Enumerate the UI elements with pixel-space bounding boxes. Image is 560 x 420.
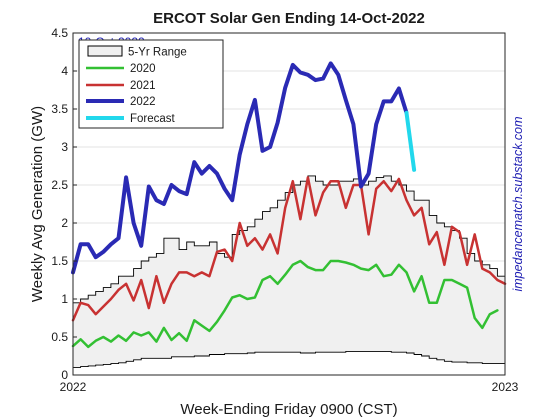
series-lines <box>71 61 507 349</box>
y-tick-label: 4.5 <box>51 26 68 40</box>
legend-label-range: 5-Yr Range <box>128 47 187 59</box>
range-upper-edge <box>73 175 506 304</box>
y-tick-label: 3 <box>61 140 68 154</box>
legend-label-2022: 2022 <box>130 96 156 108</box>
legend-swatch-range <box>87 45 123 57</box>
side-credit-label: impedancematch.substack.com <box>511 116 525 291</box>
legend: 5-Yr Range 2020 2021 2022 Forecast <box>78 39 224 129</box>
legend-label-2020: 2020 <box>130 63 156 75</box>
x-axis-ticks: 2022 2023 <box>60 371 519 394</box>
y-tick-label: 4 <box>61 64 68 78</box>
plot-frame <box>72 32 506 376</box>
series-line-2020 <box>71 259 499 349</box>
legend-label-forecast: Forecast <box>130 113 176 125</box>
y-tick-label: 3.5 <box>51 102 68 116</box>
y-tick-label: 1.5 <box>51 254 68 268</box>
y-tick-label: 0 <box>61 368 68 382</box>
series-line-2022 <box>71 61 409 275</box>
series-line-forecast <box>404 110 417 172</box>
range-lower-edge <box>73 350 505 368</box>
y-tick-label: 0.5 <box>51 330 68 344</box>
x-tick-label: 2022 <box>60 380 87 394</box>
series-line-2021 <box>71 176 507 322</box>
chart-title: ERCOT Solar Gen Ending 14-Oct-2022 <box>153 10 425 27</box>
y-axis-label: Weekly Avg Generation (GW) <box>29 106 46 302</box>
legend-label-2021: 2021 <box>130 80 156 92</box>
y-tick-label: 2.5 <box>51 178 68 192</box>
x-tick-label: 2023 <box>492 380 519 394</box>
x-axis-label: Week-Ending Friday 0900 (CST) <box>180 401 397 418</box>
y-tick-label: 1 <box>61 292 68 306</box>
y-tick-label: 2 <box>61 216 68 230</box>
y-axis-ticks: 0 0.5 1 1.5 2 2.5 3 3.5 4 4.5 <box>51 26 77 382</box>
